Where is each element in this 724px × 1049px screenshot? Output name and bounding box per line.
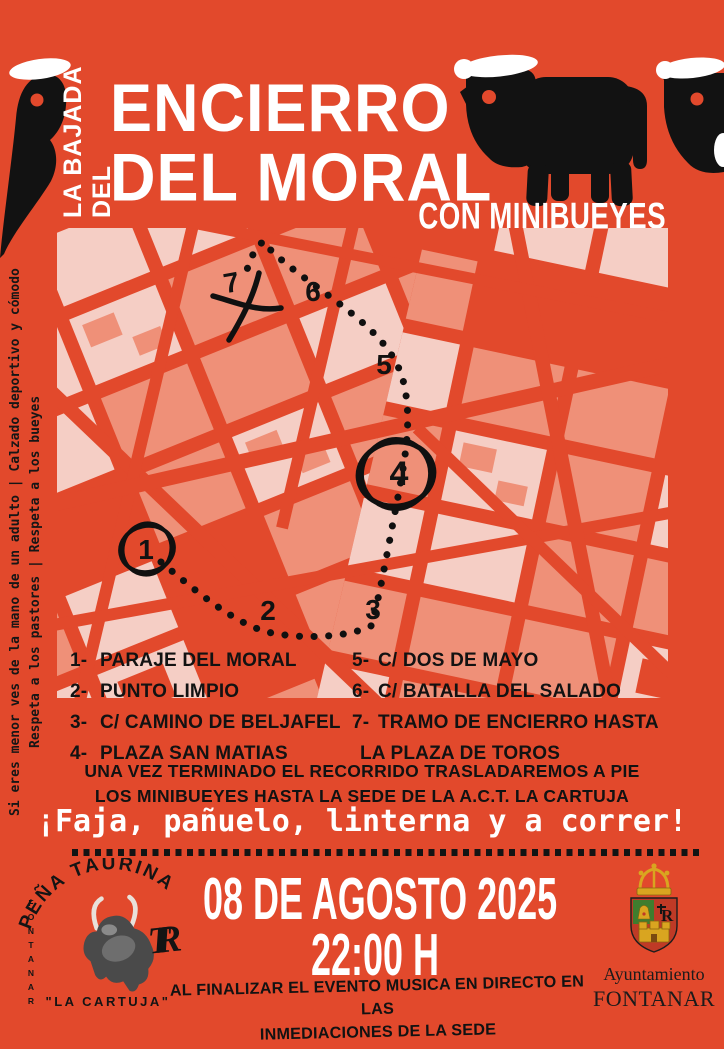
footer-note: AL FINALIZAR EL EVENTO MUSICA EN DIRECTO… xyxy=(164,970,590,1049)
poster-title: ENCIERRO DEL MORAL xyxy=(110,74,492,212)
legend-number: 6- xyxy=(352,676,378,707)
ayuntamiento-text-2: FONTANAR xyxy=(588,986,720,1012)
route-note-line-1: UNA VEZ TERMINADO EL RECORRIDO TRASLADAR… xyxy=(40,759,684,784)
legend-label: TRAMO DE ENCIERRO HASTA xyxy=(378,712,659,733)
route-map: 1 2 3 4 5 6 7 xyxy=(57,228,668,698)
legend-label: PUNTO LIMPIO xyxy=(100,681,239,702)
map-point-1: 1 xyxy=(138,534,154,565)
map-point-4: 4 xyxy=(390,455,409,493)
ayuntamiento-crest-icon: R xyxy=(588,860,720,960)
ayuntamiento-logo: R Ayuntamiento FONTANAR xyxy=(588,860,720,1020)
title-line-1: ENCIERRO xyxy=(110,74,492,143)
legend-item-6: 6-C/ BATALLA DEL SALADO xyxy=(352,676,659,707)
map-point-6: 6 xyxy=(305,276,321,307)
legend-item-3: 3-C/ CAMINO DE BELJAFEL xyxy=(70,707,341,738)
map-point-3: 3 xyxy=(365,594,381,625)
legend-label: C/ BATALLA DEL SALADO xyxy=(378,681,621,702)
side-note-1: Si eres menor ves de la mano de un adult… xyxy=(8,268,23,816)
map-point-5: 5 xyxy=(376,349,392,380)
slogan: ¡Faja, pañuelo, linterna y a correr! xyxy=(20,804,704,839)
bull-right-icon xyxy=(656,55,724,173)
side-note-2: Respeta a los pastores | Respeta a los b… xyxy=(28,396,43,748)
kicker-vertical-text: LA BAJADA DEL xyxy=(70,62,106,218)
legend-number: 7- xyxy=(352,707,378,738)
legend-item-5: 5-C/ DOS DE MAYO xyxy=(352,645,659,676)
legend-item-1: 1-PARAJE DEL MORAL xyxy=(70,645,341,676)
pena-monogram-r: R xyxy=(154,917,184,961)
legend-item-7: 7-TRAMO DE ENCIERRO HASTA xyxy=(352,707,659,738)
pena-bull-icon xyxy=(84,897,154,991)
ayuntamiento-text-1: Ayuntamiento xyxy=(588,964,720,985)
legend-number: 2- xyxy=(70,676,100,707)
legend-number: 3- xyxy=(70,707,100,738)
legend-item-2: 2-PUNTO LIMPIO xyxy=(70,676,341,707)
route-note: UNA VEZ TERMINADO EL RECORRIDO TRASLADAR… xyxy=(40,759,684,809)
dotted-divider xyxy=(72,849,700,856)
legend-label: C/ CAMINO DE BELJAFEL xyxy=(100,712,341,733)
legend-number: 1- xyxy=(70,645,100,676)
legend-label: C/ DOS DE MAYO xyxy=(378,650,538,671)
legend-label: PARAJE DEL MORAL xyxy=(100,650,297,671)
pena-monogram-icon: TR xyxy=(146,916,184,963)
map-point-2: 2 xyxy=(260,595,276,626)
route-legend-left: 1-PARAJE DEL MORAL 2-PUNTO LIMPIO 3-C/ C… xyxy=(70,645,341,769)
event-poster: { "poster": { "header": { "kicker": "LA … xyxy=(0,0,724,1024)
route-legend-right: 5-C/ DOS DE MAYO 6-C/ BATALLA DEL SALADO… xyxy=(352,645,659,769)
legend-number: 5- xyxy=(352,645,378,676)
